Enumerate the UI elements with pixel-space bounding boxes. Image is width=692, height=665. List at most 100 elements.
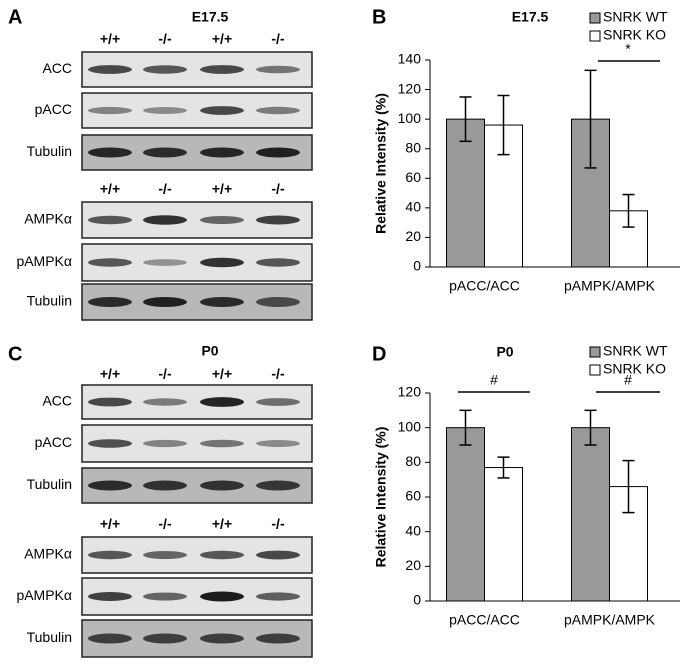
bar	[571, 427, 610, 602]
blot-band	[256, 633, 300, 644]
blot-band	[256, 592, 300, 601]
blot-band	[143, 107, 187, 114]
blot-band	[88, 633, 132, 644]
blot-band	[88, 106, 132, 115]
blot-band	[143, 215, 187, 225]
blot-title: E17.5	[192, 9, 229, 25]
blot-band	[143, 551, 187, 559]
blot-title: P0	[201, 343, 218, 359]
blot-band	[256, 215, 300, 225]
genotype-label: -/-	[158, 366, 172, 382]
blot-band	[200, 633, 244, 644]
error-bar	[459, 409, 472, 446]
genotype-label: +/+	[212, 31, 232, 47]
blot-band	[143, 439, 187, 448]
genotype-label: +/+	[212, 181, 232, 197]
significance-mark: #	[624, 372, 632, 388]
blot-row-label: pACC	[35, 101, 72, 117]
blot-band	[88, 480, 132, 491]
blot-row-label: pAMPKα	[16, 253, 72, 269]
y-tick-label: 120	[398, 80, 422, 96]
chart-title: P0	[496, 344, 513, 360]
blot-row-label: AMPKα	[24, 211, 72, 227]
genotype-label: +/+	[100, 516, 120, 532]
blot-band	[200, 550, 244, 560]
blot-band	[256, 480, 300, 491]
significance-mark: #	[490, 372, 498, 388]
blot-row-label: pACC	[35, 434, 72, 450]
legend-label: SNRK KO	[603, 361, 666, 377]
blot-band	[200, 147, 244, 158]
legend-swatch	[589, 346, 601, 358]
blot-band	[143, 259, 187, 266]
genotype-label: +/+	[100, 181, 120, 197]
y-tick-label: 120	[398, 384, 422, 400]
blot-band	[200, 297, 244, 307]
y-tick-label: 100	[398, 110, 422, 126]
genotype-label: -/-	[271, 516, 285, 532]
blot-band	[256, 258, 300, 267]
genotype-label: -/-	[271, 366, 285, 382]
blot-band	[88, 550, 132, 560]
blot-band	[200, 591, 244, 602]
y-axis-label: Relative Intensity (%)	[373, 93, 389, 234]
panel-label: D	[372, 343, 386, 365]
blot-strip	[81, 92, 313, 129]
blot-band	[200, 439, 244, 448]
x-tick-label: pAMPK/AMPK	[564, 278, 656, 294]
chart-title: E17.5	[512, 9, 549, 25]
y-tick-label: 60	[405, 169, 421, 185]
x-tick-label: pACC/ACC	[449, 612, 520, 628]
panel-label: B	[372, 6, 386, 28]
y-tick-label: 20	[405, 228, 421, 244]
blot-band	[143, 592, 187, 601]
genotype-label: -/-	[158, 516, 172, 532]
genotype-label: +/+	[212, 366, 232, 382]
blot-row-label: AMPKα	[24, 546, 72, 562]
blot-band	[88, 439, 132, 448]
blot-band	[200, 480, 244, 491]
blot-band	[256, 106, 300, 115]
blot-row-label: Tubulin	[27, 629, 72, 645]
blot-row-label: Tubulin	[27, 293, 72, 309]
blot-band	[143, 147, 187, 158]
error-bar	[497, 94, 510, 156]
genotype-label: -/-	[271, 31, 285, 47]
blot-band	[200, 65, 244, 74]
y-tick-label: 60	[405, 488, 421, 504]
panel-label: C	[8, 343, 22, 365]
blot-band	[256, 147, 300, 158]
error-bar	[459, 96, 472, 143]
y-axis-label: Relative Intensity (%)	[373, 427, 389, 568]
blot-band	[256, 440, 300, 447]
genotype-label: +/+	[212, 516, 232, 532]
blot-band	[88, 397, 132, 407]
y-tick-label: 0	[413, 258, 421, 274]
blot-band	[88, 215, 132, 225]
blot-band	[256, 297, 300, 307]
blot-band	[200, 257, 244, 268]
genotype-label: -/-	[158, 31, 172, 47]
legend-swatch	[589, 30, 601, 42]
y-tick-label: 100	[398, 418, 422, 434]
legend-swatch	[589, 364, 601, 376]
error-bar	[584, 409, 597, 446]
blot-band	[200, 106, 244, 115]
blot-row-label: ACC	[42, 60, 72, 76]
legend-label: SNRK WT	[603, 343, 668, 359]
legend-label: SNRK KO	[603, 27, 666, 43]
genotype-label: +/+	[100, 366, 120, 382]
blot-band	[143, 633, 187, 644]
genotype-label: +/+	[100, 31, 120, 47]
legend-label: SNRK WT	[603, 9, 668, 25]
blot-row-label: Tubulin	[27, 476, 72, 492]
blot-band	[88, 147, 132, 158]
y-tick-label: 40	[405, 522, 421, 538]
y-tick-label: 20	[405, 557, 421, 573]
blot-band	[200, 216, 244, 224]
blot-row-label: Tubulin	[27, 143, 72, 159]
error-bar	[584, 69, 597, 169]
blot-band	[88, 297, 132, 307]
panel-label: A	[8, 6, 22, 28]
